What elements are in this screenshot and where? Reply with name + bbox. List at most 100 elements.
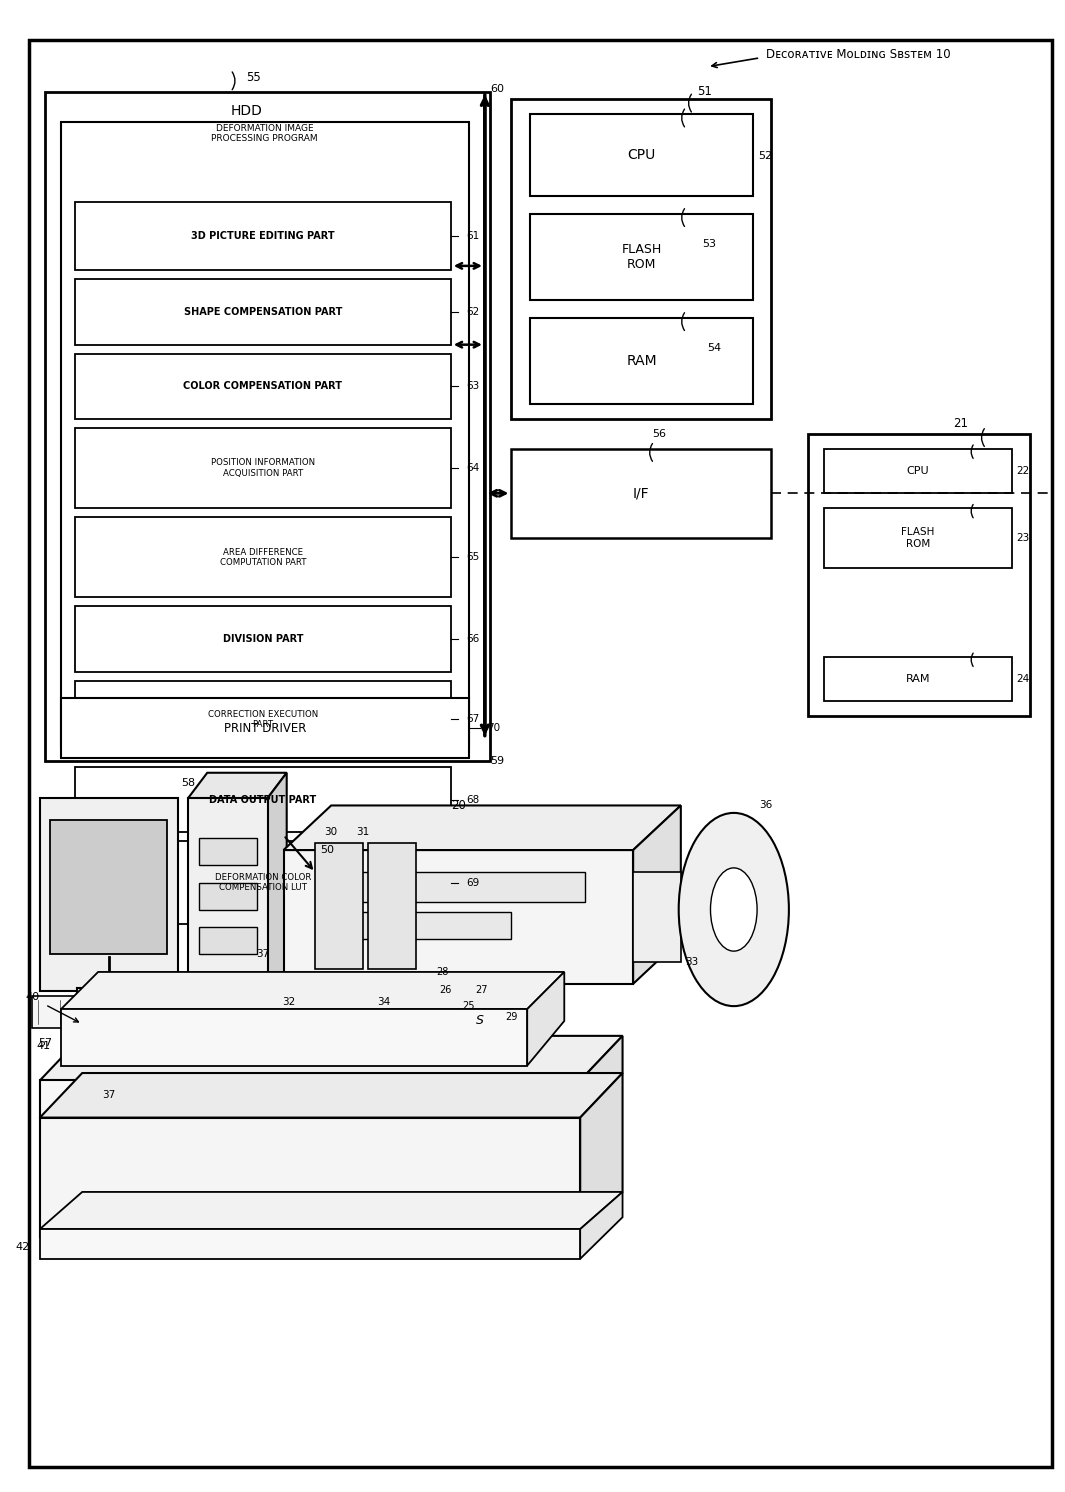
- Text: 31: 31: [357, 827, 370, 837]
- Text: DEFORMATION COLOR
COMPENSATION LUT: DEFORMATION COLOR COMPENSATION LUT: [215, 873, 311, 892]
- Bar: [75, 518, 450, 597]
- Text: 55: 55: [246, 70, 261, 84]
- Text: 51: 51: [697, 85, 711, 98]
- Text: 29: 29: [505, 1012, 518, 1022]
- Text: 57: 57: [38, 1038, 52, 1049]
- Bar: [634, 873, 681, 961]
- Text: 36: 36: [759, 800, 772, 810]
- Text: 33: 33: [685, 956, 698, 967]
- Bar: [75, 201, 450, 270]
- Polygon shape: [39, 1192, 623, 1229]
- Polygon shape: [634, 806, 681, 983]
- Text: S: S: [476, 1015, 484, 1028]
- Bar: [75, 767, 450, 833]
- Bar: [511, 449, 771, 539]
- Text: 66: 66: [465, 634, 479, 645]
- Text: RAM: RAM: [626, 354, 657, 369]
- Bar: [50, 821, 167, 953]
- Bar: [511, 100, 771, 419]
- Text: 61: 61: [465, 231, 479, 242]
- Bar: [824, 656, 1013, 701]
- Bar: [824, 509, 1013, 567]
- Bar: [199, 839, 257, 865]
- Text: SHAPE COMPENSATION PART: SHAPE COMPENSATION PART: [183, 307, 342, 316]
- Text: 23: 23: [1017, 533, 1030, 543]
- Text: 54: 54: [707, 343, 721, 352]
- Bar: [61, 1009, 527, 1065]
- Text: 67: 67: [465, 715, 479, 724]
- Text: 22: 22: [1017, 466, 1030, 476]
- Bar: [75, 354, 450, 419]
- Bar: [189, 798, 267, 998]
- Bar: [321, 873, 586, 903]
- Text: 65: 65: [465, 552, 479, 562]
- Text: 37: 37: [102, 1091, 115, 1100]
- Text: 3D PICTURE EDITING PART: 3D PICTURE EDITING PART: [191, 231, 334, 242]
- Text: 32: 32: [282, 997, 295, 1007]
- Text: CORRECTION EXECUTION
PART: CORRECTION EXECUTION PART: [208, 710, 318, 730]
- Text: POSITION INFORMATION
ACQUISITION PART: POSITION INFORMATION ACQUISITION PART: [211, 458, 315, 477]
- Text: DATA OUTPUT PART: DATA OUTPUT PART: [209, 795, 316, 804]
- Bar: [75, 841, 450, 925]
- Text: PRINT DRIVER: PRINT DRIVER: [224, 722, 306, 734]
- Bar: [61, 698, 469, 758]
- Bar: [808, 434, 1031, 716]
- Bar: [75, 428, 450, 509]
- Bar: [61, 122, 469, 746]
- Text: FLASH
ROM: FLASH ROM: [622, 243, 661, 272]
- Polygon shape: [39, 1073, 623, 1118]
- Polygon shape: [39, 1035, 623, 1080]
- Text: CPU: CPU: [627, 148, 656, 163]
- Bar: [32, 995, 218, 1028]
- Text: 26: 26: [440, 985, 452, 995]
- Text: COLOR COMPENSATION PART: COLOR COMPENSATION PART: [183, 382, 342, 391]
- Text: Dᴇᴄᴏʀᴀᴛɪᴠᴇ Mᴏʟᴅɪɴɢ Sвѕᴛᴇм 10: Dᴇᴄᴏʀᴀᴛɪᴠᴇ Mᴏʟᴅɪɴɢ Sвѕᴛᴇм 10: [766, 48, 950, 61]
- Text: 25: 25: [462, 1001, 475, 1012]
- Bar: [45, 93, 490, 761]
- Bar: [368, 843, 416, 968]
- Text: 70: 70: [487, 724, 501, 733]
- Text: 69: 69: [465, 877, 479, 888]
- Polygon shape: [527, 971, 564, 1065]
- Bar: [530, 115, 753, 195]
- Text: 62: 62: [465, 307, 479, 316]
- Text: 53: 53: [702, 239, 716, 249]
- Text: FLASH
ROM: FLASH ROM: [901, 527, 935, 549]
- Text: 68: 68: [465, 795, 479, 804]
- Text: 21: 21: [953, 416, 968, 430]
- Bar: [283, 850, 634, 983]
- Bar: [39, 1080, 580, 1118]
- Bar: [315, 843, 363, 968]
- Ellipse shape: [223, 998, 245, 1040]
- Bar: [39, 1118, 580, 1237]
- Polygon shape: [283, 806, 681, 850]
- Text: HDD: HDD: [230, 104, 262, 118]
- Bar: [321, 913, 511, 940]
- Text: 42: 42: [15, 1241, 29, 1252]
- Bar: [530, 318, 753, 404]
- Bar: [39, 798, 178, 991]
- Text: 30: 30: [325, 827, 338, 837]
- Ellipse shape: [710, 868, 757, 950]
- Text: 37: 37: [256, 949, 269, 959]
- Bar: [75, 279, 450, 345]
- Text: 34: 34: [378, 997, 391, 1007]
- Text: 24: 24: [1017, 674, 1030, 685]
- Bar: [530, 213, 753, 300]
- Polygon shape: [580, 1192, 623, 1259]
- Text: 28: 28: [437, 967, 448, 977]
- Bar: [199, 928, 257, 953]
- Polygon shape: [61, 971, 564, 1009]
- Text: 20: 20: [450, 798, 465, 812]
- Bar: [75, 606, 450, 671]
- Text: 63: 63: [465, 382, 479, 391]
- Polygon shape: [267, 773, 286, 998]
- Bar: [199, 883, 257, 910]
- Bar: [77, 988, 141, 1003]
- Text: I/F: I/F: [633, 486, 650, 500]
- Text: 52: 52: [758, 151, 772, 161]
- Bar: [75, 680, 450, 758]
- Text: 58: 58: [181, 779, 195, 788]
- Text: 27: 27: [475, 985, 488, 995]
- Text: 64: 64: [465, 463, 479, 473]
